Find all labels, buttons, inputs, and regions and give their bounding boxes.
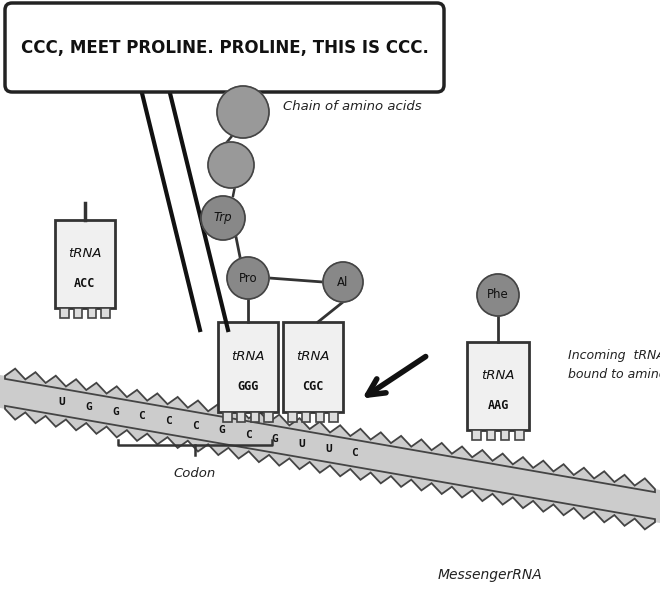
Bar [264,412,273,422]
Polygon shape [218,322,278,412]
Circle shape [217,86,269,138]
Polygon shape [55,220,115,308]
Text: C: C [245,430,252,440]
Text: tRNA: tRNA [481,369,515,382]
Text: G: G [218,425,225,435]
Text: Incoming  tRNA
bound to amino acid: Incoming tRNA bound to amino acid [568,349,660,381]
Polygon shape [467,342,529,430]
Text: G: G [112,407,119,416]
Text: Codon: Codon [174,467,216,480]
Bar [223,412,232,422]
Bar [501,430,510,440]
Bar [288,412,297,422]
Bar [60,308,69,318]
Text: C: C [352,448,358,459]
Circle shape [227,257,269,299]
Circle shape [201,196,245,240]
Text: Trp: Trp [214,212,232,225]
Bar [74,308,82,318]
Text: Chain of amino acids: Chain of amino acids [283,100,422,114]
Text: G: G [85,402,92,412]
Polygon shape [5,406,655,529]
Polygon shape [283,322,343,412]
Bar [473,430,481,440]
Text: tRNA: tRNA [231,350,265,362]
Text: C: C [165,416,172,426]
Text: GGG: GGG [238,380,259,393]
Bar [329,412,338,422]
Text: ACC: ACC [75,277,96,290]
Text: U: U [298,439,305,449]
Circle shape [323,262,363,302]
Bar [88,308,96,318]
Text: C: C [192,421,199,430]
Text: tRNA: tRNA [296,350,330,362]
Bar [302,412,310,422]
Text: Phe: Phe [487,288,509,302]
Text: CCC, MEET PROLINE. PROLINE, THIS IS CCC.: CCC, MEET PROLINE. PROLINE, THIS IS CCC. [20,38,428,56]
Bar [515,430,523,440]
Text: AAG: AAG [487,399,509,412]
Text: U: U [325,444,332,454]
Text: Al: Al [337,275,348,288]
Bar [102,308,110,318]
Text: Pro: Pro [239,272,257,284]
Polygon shape [0,375,660,523]
Text: U: U [59,397,65,407]
Text: tRNA: tRNA [68,247,102,260]
Circle shape [477,274,519,316]
Bar [251,412,259,422]
Circle shape [208,142,254,188]
Bar [486,430,495,440]
Bar [315,412,324,422]
Text: CGC: CGC [302,380,323,393]
Text: G: G [272,435,279,444]
Polygon shape [5,368,655,492]
FancyBboxPatch shape [5,3,444,92]
Text: C: C [139,411,145,421]
Bar [237,412,246,422]
Text: MessengerRNA: MessengerRNA [438,568,543,582]
